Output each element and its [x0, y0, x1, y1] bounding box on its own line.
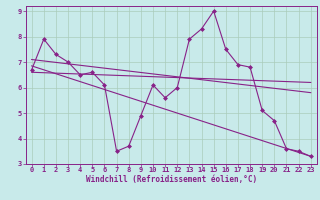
X-axis label: Windchill (Refroidissement éolien,°C): Windchill (Refroidissement éolien,°C): [86, 175, 257, 184]
